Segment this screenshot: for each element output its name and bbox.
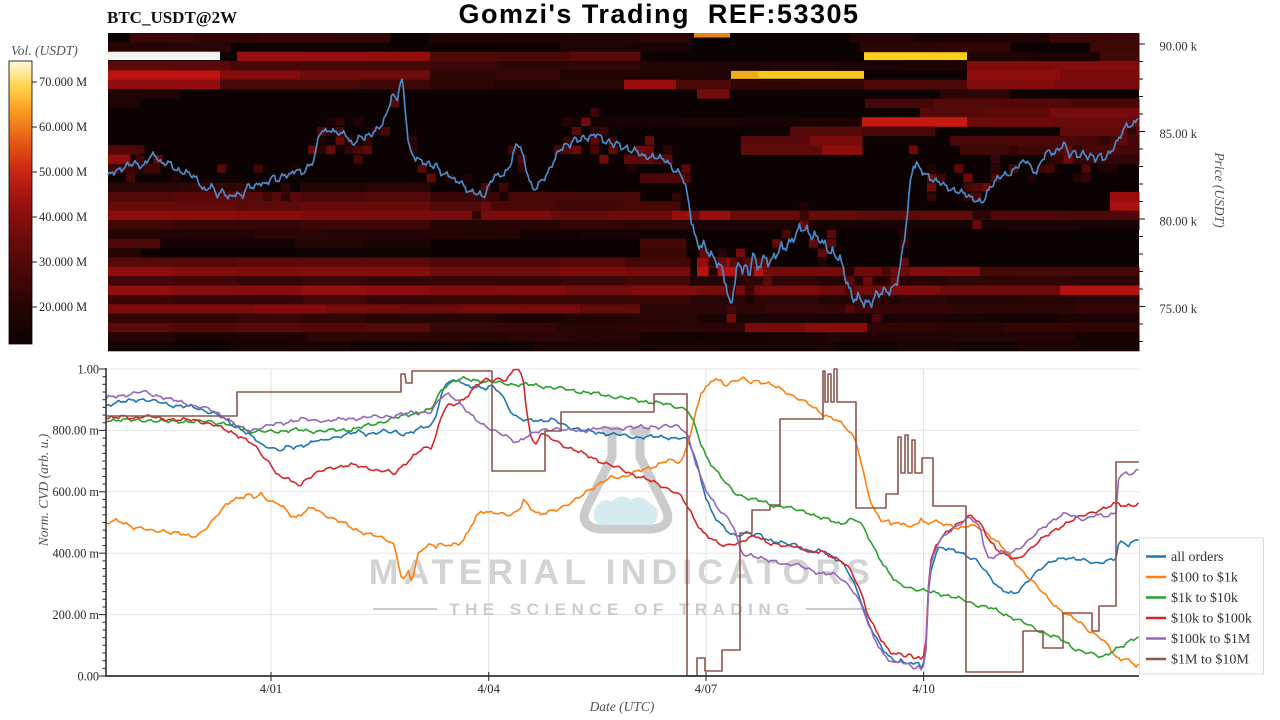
svg-text:20.000 M: 20.000 M [39,300,87,314]
svg-text:Norm. CVD (arb. u.): Norm. CVD (arb. u.) [36,433,51,547]
svg-text:$1M to $10M: $1M to $10M [1171,653,1249,668]
svg-text:THE SCIENCE OF TRADING: THE SCIENCE OF TRADING [449,600,795,619]
svg-text:4/01: 4/01 [260,682,282,696]
svg-text:4/04: 4/04 [478,682,501,696]
svg-text:MATERIAL INDICATORS: MATERIAL INDICATORS [369,552,875,592]
svg-text:600.00 m: 600.00 m [53,485,100,499]
svg-text:all orders: all orders [1171,550,1223,565]
svg-text:1.00: 1.00 [77,362,99,376]
svg-text:0.00: 0.00 [77,669,99,683]
svg-text:50.000 M: 50.000 M [39,165,87,179]
svg-text:$100k to $1M: $100k to $1M [1171,632,1251,647]
svg-text:Vol. (USDT): Vol. (USDT) [11,43,78,58]
svg-text:Date (UTC): Date (UTC) [589,699,655,714]
svg-text:40.000 M: 40.000 M [39,210,87,224]
svg-text:200.00 m: 200.00 m [53,608,100,622]
svg-text:$1k to $10k: $1k to $10k [1171,591,1238,606]
svg-text:Gomzi's Trading REF:53305: Gomzi's Trading REF:53305 [458,0,859,29]
svg-text:4/07: 4/07 [695,682,717,696]
svg-text:75.00 k: 75.00 k [1160,302,1198,316]
svg-text:400.00 m: 400.00 m [53,547,100,561]
svg-text:BTC_USDT@2W: BTC_USDT@2W [107,8,237,27]
svg-text:30.000 M: 30.000 M [39,255,87,269]
svg-text:85.00 k: 85.00 k [1160,127,1198,141]
svg-text:Price (USDT): Price (USDT) [1212,151,1227,228]
svg-text:80.00 k: 80.00 k [1160,215,1198,229]
svg-text:$10k to $100k: $10k to $100k [1171,612,1252,627]
svg-text:4/10: 4/10 [912,682,934,696]
svg-text:60.000 M: 60.000 M [39,120,87,134]
svg-text:800.00 m: 800.00 m [53,424,100,438]
svg-text:90.00 k: 90.00 k [1160,40,1198,54]
svg-text:70.000 M: 70.000 M [39,75,87,89]
svg-text:$100 to $1k: $100 to $1k [1171,571,1238,586]
